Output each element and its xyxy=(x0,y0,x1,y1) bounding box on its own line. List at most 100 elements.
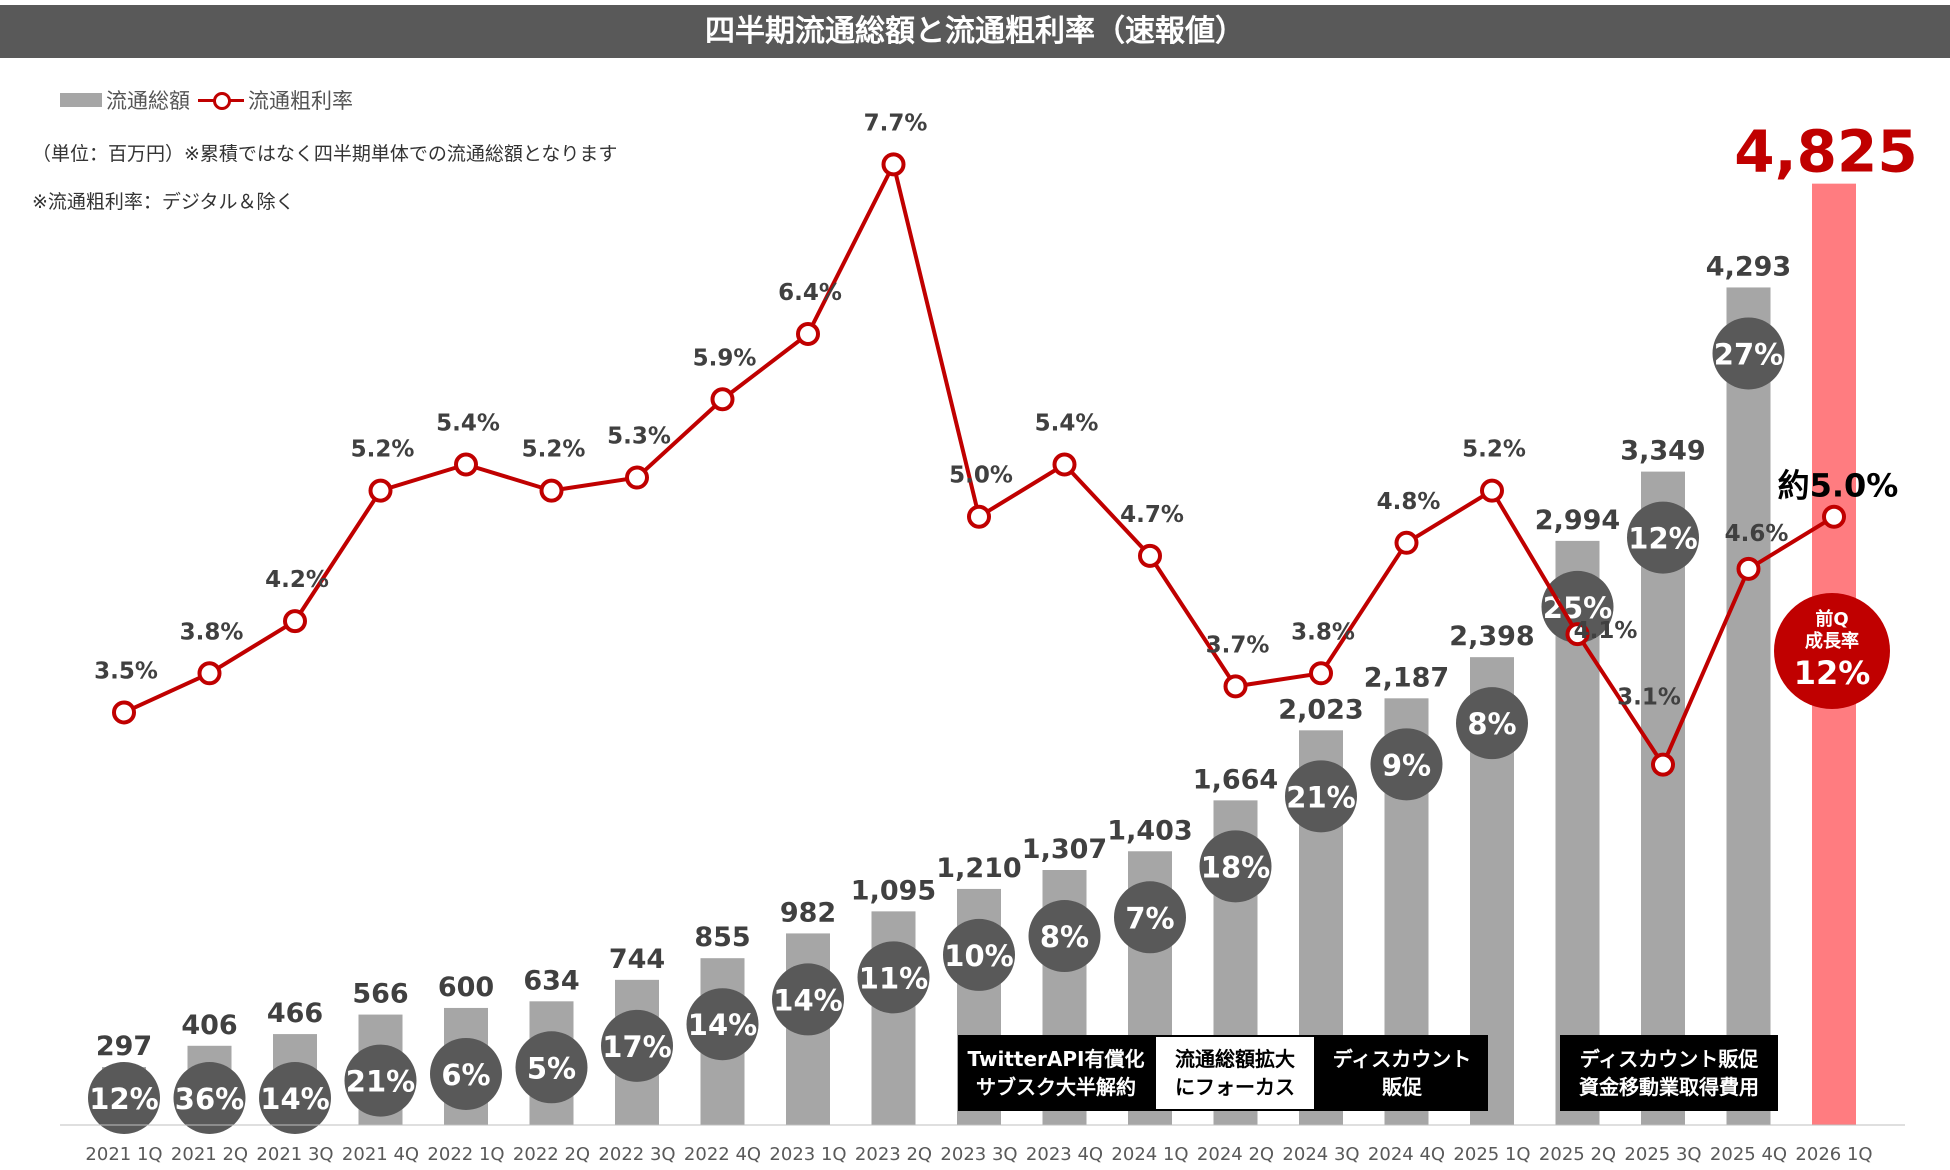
margin-label: 4.8% xyxy=(1377,489,1441,515)
x-tick-label: 2023 4Q xyxy=(1026,1144,1103,1165)
margin-label: 3.8% xyxy=(1291,619,1355,645)
margin-point xyxy=(1223,674,1248,699)
x-tick-label: 2023 2Q xyxy=(855,1144,932,1165)
growth-rate-label: 18% xyxy=(1201,850,1270,884)
bar-value-label: 3,349 xyxy=(1620,436,1705,467)
growth-rate-label: 12% xyxy=(89,1082,158,1116)
growth-rate-label: 6% xyxy=(441,1058,490,1092)
bar-value-label: 634 xyxy=(523,965,579,996)
margin-point xyxy=(881,152,906,177)
margin-point xyxy=(539,478,564,503)
x-tick-label: 2025 4Q xyxy=(1710,1144,1787,1165)
growth-badge: 前Q 成長率 12% xyxy=(1774,593,1890,709)
margin-point xyxy=(625,465,649,490)
bar-value-label: 466 xyxy=(267,998,323,1029)
bar-value-label: 744 xyxy=(609,944,665,975)
badge-line1: 前Q xyxy=(1815,609,1849,630)
bar-value-label: 2,187 xyxy=(1364,662,1449,693)
growth-rate-circle xyxy=(943,918,1015,991)
growth-rate-circle xyxy=(1114,881,1186,954)
x-tick-label: 2022 3Q xyxy=(598,1144,675,1165)
margin-label: 5.4% xyxy=(1035,411,1099,437)
growth-rate-label: 12% xyxy=(1628,522,1697,556)
bar-value-label: 2,398 xyxy=(1449,621,1534,652)
growth-rate-circle xyxy=(259,1062,331,1134)
legend-line-label: 流通粗利率 xyxy=(248,89,353,113)
annotation-line: サブスク大半解約 xyxy=(976,1075,1136,1099)
x-tick-label: 2022 1Q xyxy=(427,1144,504,1165)
growth-rate-label: 14% xyxy=(688,1008,757,1042)
bar-value-label: 2,023 xyxy=(1278,694,1363,725)
growth-rate-circle xyxy=(857,941,930,1014)
annotation-line: ディスカウント販促 xyxy=(1579,1047,1759,1071)
growth-rate-circle xyxy=(1285,760,1357,833)
growth-rate-circle xyxy=(1199,830,1272,903)
x-tick-label: 2026 1Q xyxy=(1795,1144,1872,1165)
bar-value-label: 4,293 xyxy=(1706,251,1791,282)
margin-label: 4.7% xyxy=(1120,502,1184,528)
growth-rate-label: 14% xyxy=(260,1082,329,1116)
margin-point xyxy=(1394,530,1419,555)
growth-rate-circle xyxy=(1541,570,1614,643)
margin-point xyxy=(197,661,222,686)
x-tick-label: 2025 3Q xyxy=(1624,1144,1701,1165)
growth-rate-circle xyxy=(1456,687,1528,760)
bar-value-label: 982 xyxy=(780,897,836,928)
x-tick-label: 2021 3Q xyxy=(256,1144,333,1165)
bar-value-label: 1,664 xyxy=(1193,764,1278,795)
growth-rate-label: 21% xyxy=(1286,780,1355,814)
x-tick-label: 2021 2Q xyxy=(171,1144,248,1165)
margin-point xyxy=(1651,752,1675,777)
growth-rate-label: 8% xyxy=(1467,707,1516,741)
margin-note: ※流通粗利率：デジタル＆除く xyxy=(32,191,295,213)
margin-label: 5.2% xyxy=(1462,437,1526,463)
x-tick-label: 2023 3Q xyxy=(940,1144,1017,1165)
margin-label: 6.4% xyxy=(778,280,842,306)
margin-point xyxy=(710,387,735,412)
margin-label: 5.2% xyxy=(351,437,415,463)
margin-point xyxy=(1309,661,1333,686)
x-tick-label: 2024 2Q xyxy=(1197,1144,1274,1165)
chart-title: 四半期流通総額と流通粗利率（速報値） xyxy=(0,5,1950,58)
annotation-discount-fund: ディスカウント販促 資金移動業取得費用 xyxy=(1560,1035,1778,1111)
margin-label: 4.6% xyxy=(1725,521,1789,547)
bar-value-label: 855 xyxy=(694,922,750,953)
growth-rate-label: 9% xyxy=(1382,748,1431,782)
bar-value-label: 1,307 xyxy=(1022,834,1107,865)
x-tick-label: 2022 4Q xyxy=(684,1144,761,1165)
bar xyxy=(1641,471,1685,1125)
growth-rate-circle xyxy=(601,1009,673,1082)
margin-point xyxy=(1822,504,1846,529)
growth-rate-circle xyxy=(515,1031,588,1104)
margin-label: 5.2% xyxy=(522,437,586,463)
growth-rate-label: 11% xyxy=(859,961,928,995)
growth-rate-label: 27% xyxy=(1714,337,1783,371)
margin-label: 5.9% xyxy=(693,345,757,371)
x-tick-label: 2023 1Q xyxy=(769,1144,846,1165)
unit-note: （単位：百万円）※累積ではなく四半期単体での流通総額となります xyxy=(32,143,618,165)
growth-rate-circle xyxy=(430,1037,502,1110)
margin-point xyxy=(283,609,307,634)
x-tick-label: 2024 4Q xyxy=(1368,1144,1445,1165)
growth-rate-circle xyxy=(1370,728,1443,801)
x-tick-label: 2025 1Q xyxy=(1453,1144,1530,1165)
growth-rate-circle xyxy=(344,1044,417,1117)
growth-rate-label: 21% xyxy=(346,1065,415,1099)
margin-label: 3.1% xyxy=(1617,685,1681,711)
annotation-twitter-api: TwitterAPI有償化 サブスク大半解約 xyxy=(958,1035,1154,1111)
margin-point xyxy=(796,322,820,347)
bar-value-label: 406 xyxy=(181,1010,237,1041)
growth-rate-label: 7% xyxy=(1125,901,1174,935)
margin-label: 4.1% xyxy=(1574,618,1638,644)
x-tick-label: 2024 1Q xyxy=(1111,1144,1188,1165)
bar-value-label: 1,210 xyxy=(936,853,1021,884)
margin-point xyxy=(112,700,136,725)
growth-rate-circle xyxy=(1028,900,1101,973)
legend: 流通総額 流通粗利率 xyxy=(60,85,353,115)
margin-point xyxy=(967,504,991,529)
growth-rate-label: 14% xyxy=(773,983,842,1017)
margin-point xyxy=(1736,556,1761,581)
margin-label: 3.5% xyxy=(94,658,158,684)
x-tick-label: 2024 3Q xyxy=(1282,1144,1359,1165)
